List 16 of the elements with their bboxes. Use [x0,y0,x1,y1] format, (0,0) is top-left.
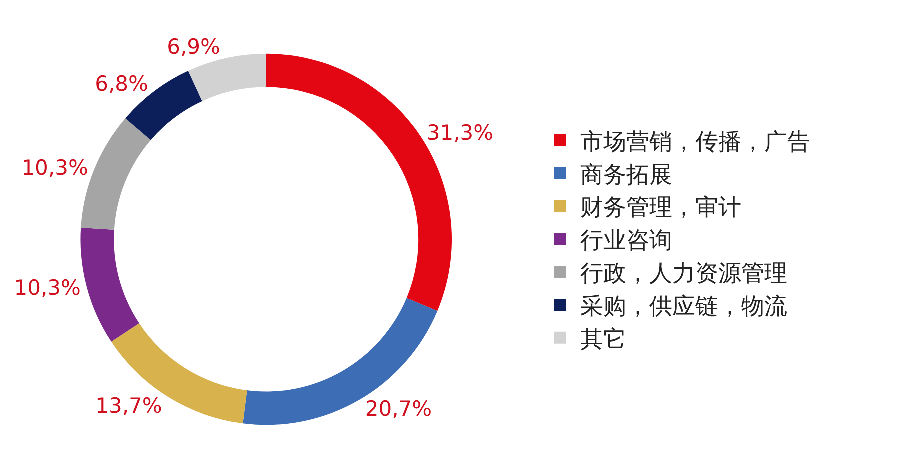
legend-label: 行业咨询 [580,228,672,254]
legend-label: 财务管理，审计 [580,195,742,222]
data-label: 6,8% [95,72,148,96]
legend-label: 采购，供应链，物流 [580,294,788,320]
legend-label: 市场营销，传播，广告 [580,129,810,156]
data-label: 20,7% [365,397,432,422]
legend-label: 其它 [580,326,626,353]
data-label: 10,3% [22,156,88,180]
legend-label: 行政，人力资源管理 [580,261,788,288]
data-label: 10,3% [14,276,81,300]
donut-slice [81,228,140,342]
legend-label: 商务拓展 [580,162,672,188]
data-label: 6,9% [167,34,220,59]
data-label: 13,7% [96,394,162,418]
data-label: 31,3% [426,120,494,145]
donut-slice [243,298,438,426]
